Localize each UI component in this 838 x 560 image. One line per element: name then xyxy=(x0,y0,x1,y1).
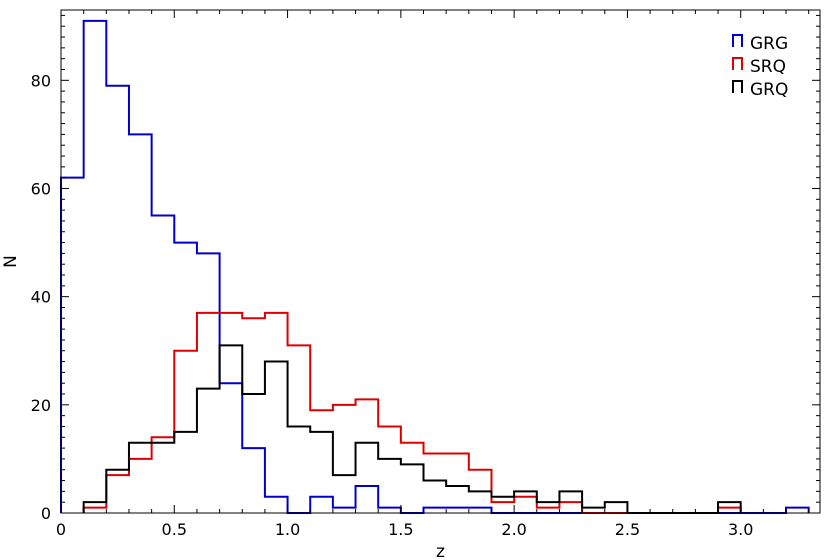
plot-frame xyxy=(60,9,821,514)
series-grq-histogram xyxy=(82,344,742,514)
x-axis-title: z xyxy=(436,542,445,560)
x-tick-label: 2.5 xyxy=(615,520,640,539)
legend-srq-glyph xyxy=(732,57,743,70)
x-tick-label: 3.0 xyxy=(728,520,753,539)
legend-grq-glyph xyxy=(732,80,743,93)
y-axis-title: N xyxy=(1,255,21,268)
legend-grg-label: GRG xyxy=(750,34,788,54)
legend-grg-glyph xyxy=(732,34,743,47)
x-tick-label: 2.0 xyxy=(501,520,526,539)
y-tick-label: 0 xyxy=(41,504,51,523)
y-tick-label: 80 xyxy=(31,71,51,90)
legend: GRG SRQ GRQ xyxy=(732,34,788,100)
plot-area xyxy=(60,19,810,514)
y-tick-label: 40 xyxy=(31,288,51,307)
axes: 0 0.5 1.0 1.5 2.0 2.5 3.0 0 20 40 60 80 xyxy=(31,9,821,539)
legend-srq-label: SRQ xyxy=(750,57,786,77)
x-tick-label: 1.5 xyxy=(388,520,413,539)
series-srq-histogram xyxy=(82,311,742,514)
y-tick-label: 20 xyxy=(31,396,51,415)
x-tick-label: 0 xyxy=(56,520,66,539)
x-tick-label: 0.5 xyxy=(162,520,187,539)
x-tick-label: 1.0 xyxy=(275,520,300,539)
series-grg-histogram xyxy=(60,19,810,514)
y-tick-label: 60 xyxy=(31,179,51,198)
legend-grq-label: GRQ xyxy=(750,80,788,100)
